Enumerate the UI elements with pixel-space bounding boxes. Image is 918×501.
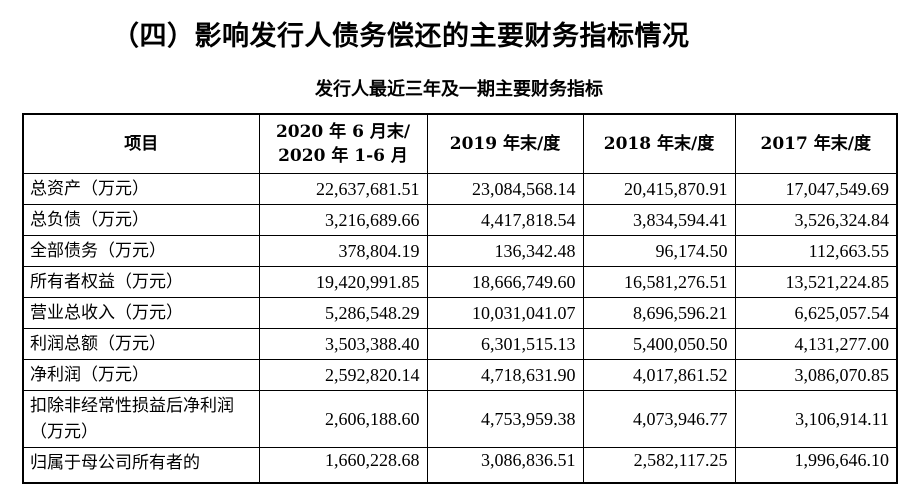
cell-2017: 3,086,070.85 <box>734 359 898 391</box>
financial-indicators-table: 项目 2020 年 6 月末/ 2020 年 1-6 月 2019 年末/度 2… <box>22 113 898 484</box>
cell-2018: 4,073,946.77 <box>582 390 736 448</box>
cell-2019: 10,031,041.07 <box>426 297 584 329</box>
column-header-2017: 2017 年末/度 <box>734 113 898 174</box>
cell-2017: 3,526,324.84 <box>734 204 898 236</box>
cell-2018: 3,834,594.41 <box>582 204 736 236</box>
cell-2018: 96,174.50 <box>582 235 736 267</box>
cell-2019: 6,301,515.13 <box>426 328 584 360</box>
column-header-2019: 2019 年末/度 <box>426 113 584 174</box>
cell-2019: 4,417,818.54 <box>426 204 584 236</box>
cell-2017: 6,625,057.54 <box>734 297 898 329</box>
table-header-row: 项目 2020 年 6 月末/ 2020 年 1-6 月 2019 年末/度 2… <box>22 113 898 174</box>
cell-2018: 2,582,117.25 <box>582 447 736 484</box>
table-title: 发行人最近三年及一期主要财务指标 <box>315 79 603 100</box>
section-heading: （四）影响发行人债务偿还的主要财务指标情况 <box>112 21 690 52</box>
cell-2020: 19,420,991.85 <box>258 266 428 298</box>
cell-2020: 1,660,228.68 <box>258 447 428 484</box>
table-row: 总资产（万元） 22,637,681.51 23,084,568.14 20,4… <box>22 173 898 205</box>
cell-2019: 18,666,749.60 <box>426 266 584 298</box>
cell-2020: 2,606,188.60 <box>258 390 428 448</box>
column-header-2020: 2020 年 6 月末/ 2020 年 1-6 月 <box>258 113 428 174</box>
table-row: 利润总额（万元） 3,503,388.40 6,301,515.13 5,400… <box>22 328 898 360</box>
cell-2020: 5,286,548.29 <box>258 297 428 329</box>
cell-2020: 22,637,681.51 <box>258 173 428 205</box>
cell-2018: 8,696,596.21 <box>582 297 736 329</box>
cell-2017: 4,131,277.00 <box>734 328 898 360</box>
row-label: 利润总额（万元） <box>22 328 260 360</box>
cell-2017: 13,521,224.85 <box>734 266 898 298</box>
cell-2019: 4,753,959.38 <box>426 390 584 448</box>
table-row: 扣除非经常性损益后净利润（万元） 2,606,188.60 4,753,959.… <box>22 390 898 448</box>
cell-2020: 3,503,388.40 <box>258 328 428 360</box>
cell-2020: 2,592,820.14 <box>258 359 428 391</box>
cell-2018: 16,581,276.51 <box>582 266 736 298</box>
cell-2019: 3,086,836.51 <box>426 447 584 484</box>
row-label: 所有者权益（万元） <box>22 266 260 298</box>
row-label: 归属于母公司所有者的 <box>22 447 260 484</box>
cell-2017: 17,047,549.69 <box>734 173 898 205</box>
row-label: 全部债务（万元） <box>22 235 260 267</box>
row-label: 净利润（万元） <box>22 359 260 391</box>
cell-2017: 1,996,646.10 <box>734 447 898 484</box>
column-header-2020-line1: 2020 年 6 月末/ <box>275 122 411 142</box>
cell-2020: 378,804.19 <box>258 235 428 267</box>
table-row: 全部债务（万元） 378,804.19 136,342.48 96,174.50… <box>22 235 898 267</box>
row-label: 扣除非经常性损益后净利润（万元） <box>22 390 260 448</box>
table-row: 归属于母公司所有者的 1,660,228.68 3,086,836.51 2,5… <box>22 447 898 484</box>
cell-2017: 112,663.55 <box>734 235 898 267</box>
table-row: 所有者权益（万元） 19,420,991.85 18,666,749.60 16… <box>22 266 898 298</box>
table-row: 营业总收入（万元） 5,286,548.29 10,031,041.07 8,6… <box>22 297 898 329</box>
table-row: 总负债（万元） 3,216,689.66 4,417,818.54 3,834,… <box>22 204 898 236</box>
row-label: 总负债（万元） <box>22 204 260 236</box>
row-label: 总资产（万元） <box>22 173 260 205</box>
cell-2017: 3,106,914.11 <box>734 390 898 448</box>
table-row: 净利润（万元） 2,592,820.14 4,718,631.90 4,017,… <box>22 359 898 391</box>
cell-2018: 5,400,050.50 <box>582 328 736 360</box>
column-header-item: 项目 <box>22 113 260 174</box>
column-header-2018: 2018 年末/度 <box>582 113 736 174</box>
row-label: 营业总收入（万元） <box>22 297 260 329</box>
column-header-2020-line2: 2020 年 1-6 月 <box>278 146 408 166</box>
cell-2019: 4,718,631.90 <box>426 359 584 391</box>
cell-2019: 136,342.48 <box>426 235 584 267</box>
cell-2020: 3,216,689.66 <box>258 204 428 236</box>
cell-2019: 23,084,568.14 <box>426 173 584 205</box>
cell-2018: 4,017,861.52 <box>582 359 736 391</box>
cell-2018: 20,415,870.91 <box>582 173 736 205</box>
